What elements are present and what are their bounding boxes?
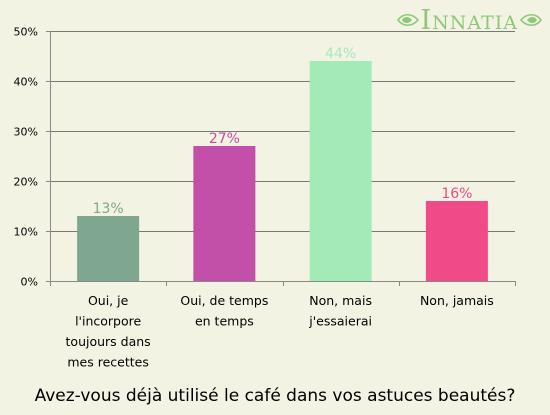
category-label: toujours dans bbox=[66, 334, 151, 349]
category-label: j'essaierai bbox=[308, 314, 372, 329]
y-tick-label: 30% bbox=[14, 126, 38, 139]
category-label: Oui, je bbox=[88, 293, 129, 308]
y-tick-label: 40% bbox=[14, 76, 38, 89]
logo-text: Innatia bbox=[420, 4, 518, 36]
category-label: Non, jamais bbox=[420, 293, 494, 308]
bar bbox=[77, 216, 140, 281]
category-label: en temps bbox=[195, 314, 254, 329]
axes: 0% 10% 20% 30% 40% 50% bbox=[14, 26, 516, 289]
labels: 13% Oui, je l'incorpore toujours dans mes re… bbox=[66, 46, 494, 370]
y-tick-label: 50% bbox=[14, 26, 38, 39]
innatia-logo: Innatia bbox=[396, 3, 543, 37]
leaf-right-icon bbox=[520, 13, 542, 27]
category-label: l'incorpore bbox=[75, 314, 141, 329]
bar bbox=[193, 146, 256, 281]
value-label: 16% bbox=[441, 186, 472, 202]
leaf-left-icon bbox=[396, 13, 419, 27]
bars bbox=[77, 61, 488, 281]
y-tick-label: 10% bbox=[14, 226, 38, 239]
y-tick-label: 20% bbox=[14, 176, 38, 189]
category-label: Non, mais bbox=[309, 293, 372, 308]
category-label: mes recettes bbox=[67, 355, 148, 370]
chart-title: Avez-vous déjà utilisé le café dans vos … bbox=[34, 386, 516, 406]
bar-chart: 0% 10% 20% 30% 40% 50% 13% Oui, je l'incorpore t… bbox=[14, 26, 516, 370]
value-label: 27% bbox=[209, 131, 240, 147]
value-label: 44% bbox=[325, 46, 356, 62]
category-label: Oui, de temps bbox=[180, 293, 268, 308]
bar bbox=[425, 201, 488, 281]
y-tick-label: 0% bbox=[21, 276, 38, 289]
bar bbox=[309, 61, 372, 281]
value-label: 13% bbox=[93, 201, 124, 217]
